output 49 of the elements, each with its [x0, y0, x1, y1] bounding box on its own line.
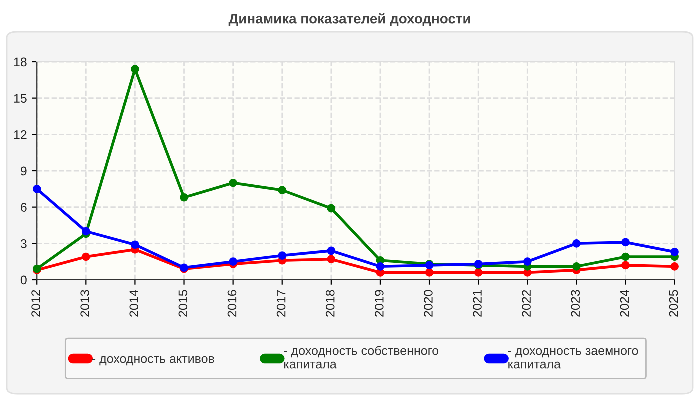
point — [327, 255, 336, 264]
point — [131, 65, 140, 74]
x-tick-label: 2024 — [620, 290, 630, 317]
point — [229, 178, 238, 188]
x-tick-label: 2023 — [571, 290, 580, 317]
y-tick-label: 3 — [20, 239, 27, 248]
x-tick-label: 2020 — [424, 290, 433, 317]
point — [474, 268, 483, 277]
y-tick-label: 15 — [14, 94, 27, 103]
x-tick-label: 2012 — [32, 290, 40, 317]
point — [622, 261, 630, 270]
point — [327, 246, 336, 256]
point — [622, 238, 630, 247]
point — [523, 258, 532, 266]
point — [572, 262, 581, 271]
legend-label: - доходность заемного капитала — [508, 348, 638, 369]
point — [278, 186, 287, 195]
x-tick-label: 2016 — [228, 290, 237, 317]
point — [82, 227, 90, 236]
point — [82, 252, 90, 262]
x-tick-label: 2018 — [326, 290, 335, 317]
point — [32, 185, 42, 194]
point — [670, 262, 679, 271]
point — [376, 262, 385, 271]
x-tick-label: 2021 — [473, 290, 482, 317]
y-tick-label: 9 — [21, 166, 27, 176]
chart-title: Динамика показателей доходности — [228, 13, 470, 26]
x-tick-label: 2022 — [522, 290, 531, 317]
point — [229, 258, 238, 266]
legend-label: - доходность собственного капитала — [284, 346, 439, 369]
point — [180, 193, 188, 202]
x-tick-label: 2015 — [178, 290, 188, 317]
point — [572, 240, 581, 248]
y-tick-label: 18 — [14, 58, 27, 67]
point — [425, 268, 434, 277]
x-tick-label: 2017 — [276, 290, 286, 317]
point — [622, 252, 630, 262]
point — [327, 204, 336, 213]
y-tick-label: 0 — [20, 276, 27, 285]
point — [278, 252, 287, 260]
x-tick-label: 2013 — [80, 290, 90, 317]
y-tick-label: 6 — [21, 203, 27, 212]
x-tick-label: 2014 — [130, 290, 139, 317]
y-tick-label: 12 — [14, 130, 27, 140]
point — [670, 248, 679, 256]
x-tick-label: 2025 — [669, 290, 678, 317]
legend-label: - доходность активов — [92, 356, 214, 366]
point — [131, 240, 140, 250]
x-tick-label: 2019 — [374, 290, 384, 317]
